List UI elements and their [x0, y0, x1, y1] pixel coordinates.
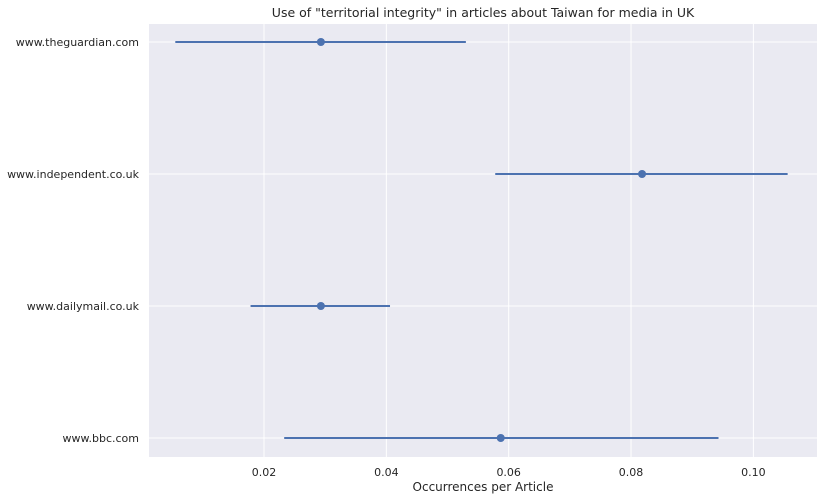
- y-tick-label: www.theguardian.com: [16, 36, 139, 49]
- data-point: [496, 434, 505, 442]
- x-tick-label: 0.10: [741, 466, 766, 479]
- x-tick-label: 0.02: [252, 466, 277, 479]
- x-tick-label: 0.08: [619, 466, 644, 479]
- x-tick-label: 0.06: [496, 466, 521, 479]
- data-point: [316, 302, 325, 310]
- plot-background: [149, 24, 817, 457]
- data-point: [638, 170, 647, 178]
- y-tick-label: www.independent.co.uk: [7, 168, 140, 181]
- y-tick-labels: www.theguardian.com www.independent.co.uk…: [7, 36, 140, 445]
- chart-title: Use of "territorial integrity" in articl…: [272, 5, 695, 20]
- x-axis-label: Occurrences per Article: [413, 480, 554, 494]
- data-point: [316, 38, 325, 46]
- x-tick-labels: 0.02 0.04 0.06 0.08 0.10: [252, 466, 766, 479]
- y-tick-label: www.dailymail.co.uk: [27, 300, 140, 313]
- y-tick-label: www.bbc.com: [63, 432, 139, 445]
- data-marks: [175, 38, 788, 442]
- x-tick-label: 0.04: [374, 466, 399, 479]
